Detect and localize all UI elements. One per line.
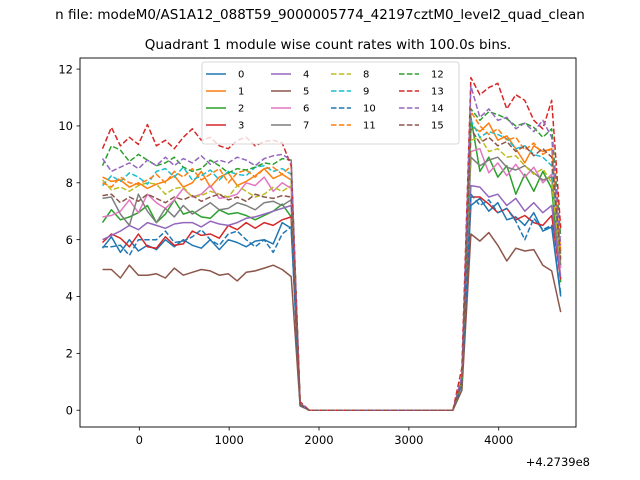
figure-suptitle: n file: modeM0/AS1A12_088T59_9000005774_… [55, 7, 585, 23]
plot-lines [101, 76, 562, 411]
legend-label-2: 2 [238, 104, 244, 115]
legend-label-13: 13 [431, 87, 444, 98]
series-line-15 [102, 128, 562, 411]
series-line-9 [101, 119, 562, 411]
y-tick-label: 10 [58, 119, 73, 133]
legend-label-11: 11 [363, 121, 376, 132]
legend-label-0: 0 [238, 70, 244, 81]
legend-box [201, 61, 460, 145]
x-tick-label: 3000 [394, 433, 423, 447]
legend-label-7: 7 [303, 121, 309, 132]
y-tick-label: 6 [66, 233, 73, 247]
y-tick-label: 12 [58, 62, 73, 76]
x-axis: 0 1000 2000 3000 4000 [136, 427, 513, 447]
legend-label-8: 8 [363, 70, 369, 81]
legend-label-15: 15 [431, 121, 444, 132]
legend-label-14: 14 [431, 104, 444, 115]
legend-label-1: 1 [238, 87, 244, 98]
x-offset-label: +4.2739e8 [526, 455, 590, 469]
legend-label-3: 3 [238, 121, 244, 132]
x-tick-label: 1000 [215, 433, 244, 447]
legend-label-4: 4 [303, 70, 309, 81]
legend-label-6: 6 [303, 104, 309, 115]
y-tick-label: 4 [66, 290, 73, 304]
chart-title: Quadrant 1 module wise count rates with … [145, 37, 511, 53]
axes-frame [79, 57, 577, 428]
y-tick-label: 8 [66, 176, 73, 190]
x-tick-label: 2000 [304, 433, 333, 447]
legend-label-9: 9 [363, 87, 369, 98]
y-tick-label: 0 [66, 403, 73, 417]
x-tick-label: 4000 [484, 433, 513, 447]
legend-label-5: 5 [303, 87, 309, 98]
x-tick-label: 0 [136, 433, 143, 447]
y-axis: 0 2 4 6 8 10 12 [58, 62, 80, 417]
y-tick-label: 2 [66, 347, 73, 361]
legend-label-10: 10 [363, 104, 376, 115]
legend-label-12: 12 [431, 70, 444, 81]
